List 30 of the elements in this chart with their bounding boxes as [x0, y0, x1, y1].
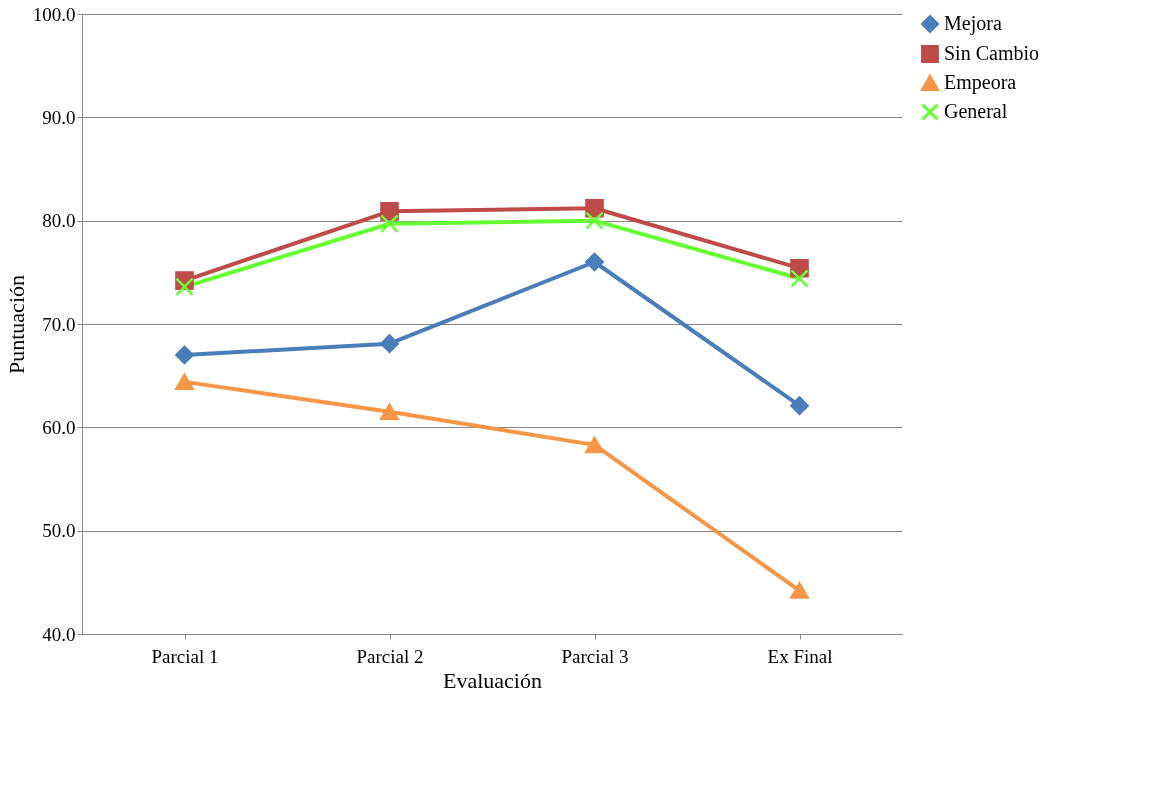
point [380, 334, 399, 353]
y-tick-label: 70.0 [42, 313, 76, 335]
x-tick-label: Parcial 1 [151, 645, 219, 667]
x-tick-label: Ex Final [767, 645, 833, 667]
point [585, 436, 604, 454]
y-axis-title: Puntuación [3, 275, 29, 374]
point [585, 198, 604, 218]
x-tick-label: Parcial 2 [356, 645, 424, 667]
y-tick-label: 60.0 [42, 416, 76, 438]
y-tick-label: 100.0 [32, 3, 76, 25]
point [790, 582, 809, 599]
point [790, 396, 809, 415]
y-tick-label: 80.0 [42, 210, 76, 232]
x-tick-label: Parcial 3 [561, 645, 629, 667]
point [585, 252, 604, 272]
y-tick-label: 50.0 [42, 520, 76, 542]
point [175, 373, 194, 391]
x-axis-title: Evaluación [443, 667, 542, 693]
point [790, 269, 809, 288]
point [380, 214, 399, 234]
point [585, 211, 604, 230]
legend-label: General [944, 100, 1008, 122]
y-tick-label: 40.0 [42, 623, 76, 645]
point [175, 277, 194, 297]
legend-label: Empeora [944, 71, 1017, 94]
legend-label: Sin Cambio [944, 42, 1040, 64]
legend-label: Mejora [944, 12, 1002, 35]
y-tick-label: 90.0 [42, 106, 76, 128]
point [380, 403, 399, 421]
point [175, 345, 194, 365]
